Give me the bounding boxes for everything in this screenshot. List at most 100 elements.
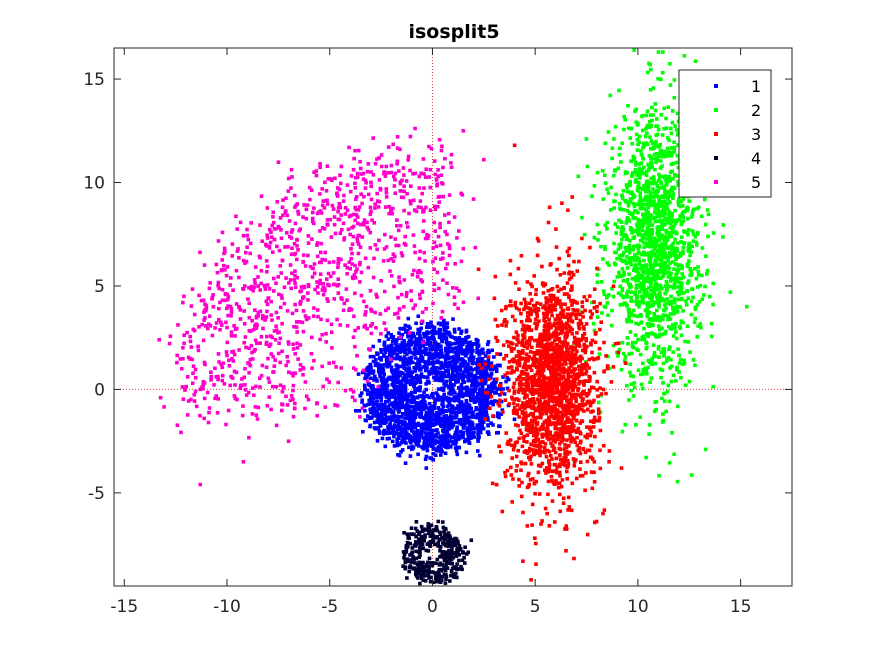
point <box>585 432 590 437</box>
point <box>444 340 449 344</box>
point <box>409 355 414 360</box>
point <box>620 225 625 229</box>
point <box>539 444 543 449</box>
point <box>675 280 680 284</box>
point <box>381 380 385 385</box>
point <box>544 411 548 416</box>
point <box>425 325 429 329</box>
point <box>395 354 399 359</box>
point <box>454 346 459 350</box>
point <box>483 403 488 408</box>
point <box>677 197 681 201</box>
point <box>580 310 585 315</box>
point <box>437 344 441 349</box>
point <box>640 168 645 172</box>
point <box>659 261 664 266</box>
point <box>462 386 467 391</box>
point <box>404 412 409 417</box>
point <box>659 159 663 163</box>
point <box>649 304 654 308</box>
point <box>484 412 488 417</box>
point <box>523 461 528 466</box>
point <box>401 404 405 409</box>
point <box>671 185 676 190</box>
point <box>640 287 645 291</box>
point <box>630 340 635 345</box>
point <box>412 334 417 339</box>
point <box>629 290 634 294</box>
point <box>615 256 619 261</box>
point <box>641 295 646 299</box>
point <box>454 358 459 362</box>
point <box>415 403 419 407</box>
point <box>418 334 422 338</box>
point <box>410 378 414 383</box>
point <box>635 148 640 152</box>
point <box>486 416 490 420</box>
point <box>641 268 645 273</box>
point <box>510 369 515 373</box>
point <box>432 404 437 408</box>
point <box>634 120 638 124</box>
point <box>366 414 370 418</box>
point <box>476 432 480 437</box>
point <box>383 383 388 388</box>
point <box>519 379 523 384</box>
point <box>465 386 470 390</box>
point <box>418 380 423 385</box>
point <box>376 425 380 430</box>
point <box>556 416 561 421</box>
point <box>595 266 599 271</box>
point <box>596 394 600 399</box>
point <box>384 334 389 338</box>
point <box>364 372 368 377</box>
point <box>666 265 670 269</box>
point <box>643 231 648 236</box>
point <box>557 359 562 363</box>
point <box>578 430 582 434</box>
point <box>570 284 574 288</box>
point <box>584 137 589 141</box>
point <box>474 383 478 388</box>
point <box>468 340 473 345</box>
point <box>563 451 567 455</box>
point <box>599 320 603 324</box>
point <box>398 357 403 362</box>
point <box>484 374 488 379</box>
point <box>663 212 668 216</box>
point <box>557 368 561 372</box>
point <box>402 440 407 444</box>
point <box>422 332 427 336</box>
point <box>680 362 685 366</box>
point <box>547 450 552 454</box>
point <box>416 452 420 457</box>
point <box>444 349 448 353</box>
point <box>624 318 629 322</box>
point <box>655 295 659 299</box>
point <box>417 337 421 342</box>
point <box>425 406 429 410</box>
point <box>656 262 661 267</box>
point <box>433 378 438 382</box>
point <box>446 426 451 430</box>
point <box>419 372 424 376</box>
point <box>511 385 516 389</box>
point <box>640 114 644 119</box>
point <box>458 366 462 370</box>
point <box>440 351 444 356</box>
point <box>497 363 501 368</box>
point <box>476 267 481 272</box>
point <box>444 358 448 363</box>
point <box>666 136 670 140</box>
point <box>648 423 652 427</box>
point <box>545 401 549 406</box>
point <box>634 278 638 283</box>
point <box>642 215 646 220</box>
point <box>463 423 467 428</box>
point <box>648 296 653 300</box>
point <box>486 423 490 427</box>
point <box>505 468 510 473</box>
point <box>678 357 683 362</box>
point <box>613 250 617 255</box>
point <box>595 280 600 285</box>
